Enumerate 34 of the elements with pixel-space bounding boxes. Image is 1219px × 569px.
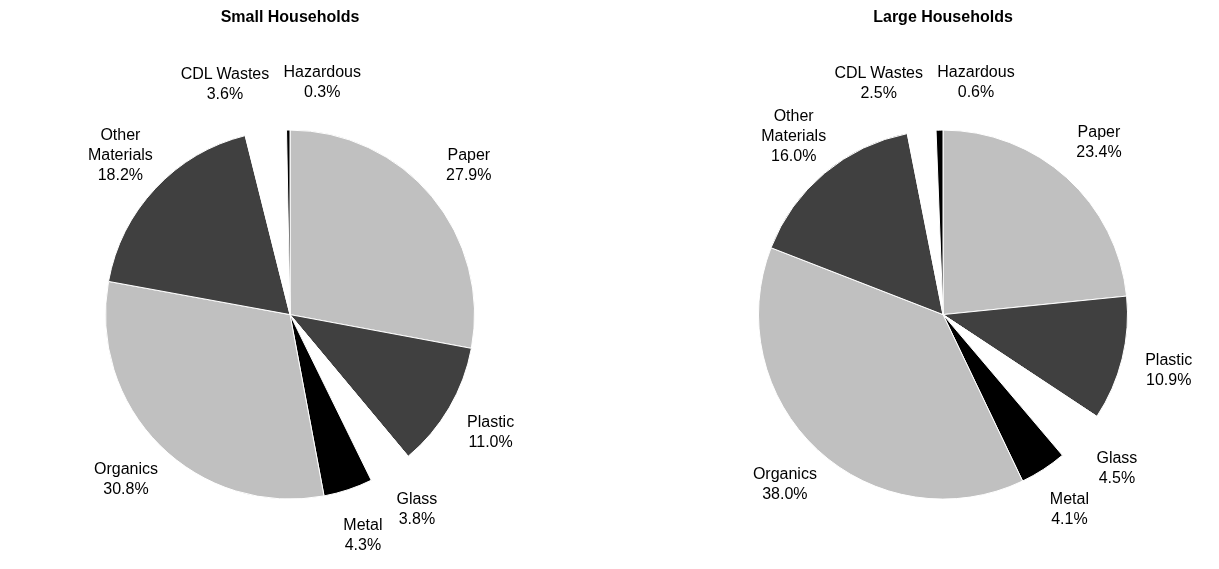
- slice-label: Plastic: [1145, 350, 1193, 368]
- data-label: 38.0%: [762, 485, 808, 503]
- data-label: 27.9%: [446, 166, 492, 184]
- data-label: 0.3%: [304, 82, 341, 100]
- slice-label: Glass: [396, 490, 438, 508]
- slice-label: Metal: [343, 515, 383, 533]
- slice-label: Other Materials: [761, 106, 827, 144]
- chart-title: Large Households: [873, 8, 1013, 26]
- data-label: 3.6%: [206, 84, 244, 102]
- slice-label: Paper: [1077, 122, 1121, 140]
- data-label: 4.1%: [1051, 510, 1088, 528]
- slice-label: CDL Wastes: [180, 64, 270, 82]
- data-label: 4.5%: [1098, 469, 1136, 487]
- slice-label: Other Materials: [87, 125, 153, 163]
- slice-label: Hazardous: [937, 62, 1015, 80]
- data-label: 23.4%: [1076, 142, 1122, 160]
- slice-label: Metal: [1049, 490, 1089, 508]
- slice-label: Organics: [752, 465, 817, 483]
- slice-label: Organics: [93, 459, 158, 477]
- chart-title: Small Households: [220, 8, 360, 26]
- slice-label: Hazardous: [283, 62, 361, 80]
- slice-label: Paper: [447, 146, 491, 164]
- data-label: 30.8%: [103, 479, 149, 497]
- data-label: 18.2%: [97, 165, 144, 183]
- data-label: 0.6%: [957, 82, 995, 100]
- slice-label: Plastic: [467, 412, 515, 430]
- slice-label: CDL Wastes: [834, 64, 923, 82]
- data-label: 3.8%: [398, 510, 436, 528]
- data-label: 16.0%: [770, 146, 817, 164]
- data-label: 2.5%: [860, 84, 897, 102]
- slice-label: Glass: [1096, 449, 1138, 467]
- data-label: 10.9%: [1146, 370, 1192, 388]
- data-label: 11.0%: [468, 432, 513, 450]
- data-label: 4.3%: [344, 535, 382, 553]
